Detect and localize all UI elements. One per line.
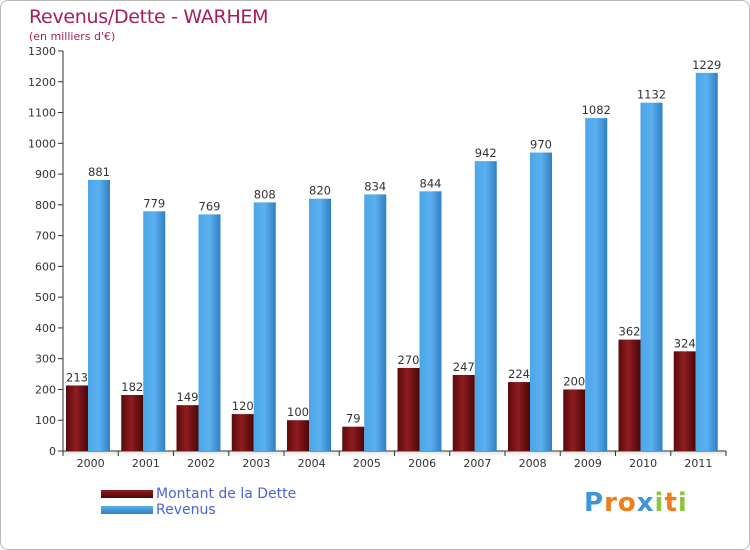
x-tick-label: 2009 <box>574 457 602 470</box>
chart-data-labels: 213 881 182 779 149 769 120 808 100 820 79 834 270 84… <box>66 58 721 426</box>
y-tick-label: 1200 <box>28 76 56 89</box>
x-tick-label: 2010 <box>629 457 657 470</box>
bar-revenus <box>143 211 166 451</box>
data-label-revenus: 779 <box>143 196 165 210</box>
data-label-dette: 324 <box>674 336 696 350</box>
bar-dette <box>287 420 309 451</box>
bar-revenus <box>309 198 331 451</box>
y-tick-label: 200 <box>35 383 56 396</box>
logo-letter: r <box>604 488 618 518</box>
bar-dette <box>231 414 254 451</box>
data-label-revenus: 834 <box>364 179 386 193</box>
x-tick-label: 2006 <box>408 457 436 470</box>
y-tick-label: 400 <box>35 322 56 335</box>
bar-dette <box>508 382 530 451</box>
bar-dette <box>563 389 586 451</box>
data-label-dette: 120 <box>232 399 254 413</box>
bar-dette <box>397 367 420 451</box>
bar-dette <box>176 405 199 451</box>
data-label-revenus: 970 <box>530 138 552 152</box>
logo-letter: t <box>664 488 678 518</box>
proxiti-logo: Proxiti <box>584 488 688 518</box>
y-tick-label: 300 <box>35 353 56 366</box>
data-label-revenus: 881 <box>88 165 110 179</box>
bar-revenus <box>88 179 110 451</box>
x-tick-label: 2003 <box>242 457 270 470</box>
data-label-revenus: 1229 <box>692 58 721 72</box>
chart-axes: 0 100 200 300 400 500 600 700 800 900 1000 1100 1200… <box>28 45 727 470</box>
bar-dette <box>342 426 365 451</box>
data-label-dette: 247 <box>453 360 475 374</box>
legend-label-dette: Montant de la Dette <box>156 486 297 502</box>
y-tick-label: 1300 <box>28 45 56 58</box>
bar-revenus <box>585 118 608 452</box>
bar-revenus <box>198 214 221 451</box>
bar-dette <box>618 339 641 451</box>
logo-letter: i <box>654 488 665 518</box>
data-label-revenus: 1132 <box>637 88 666 102</box>
data-label-revenus: 1082 <box>582 103 611 117</box>
bar-revenus <box>253 202 276 451</box>
data-label-dette: 213 <box>66 370 88 384</box>
bar-revenus <box>364 194 387 451</box>
logo-letter: o <box>617 488 637 518</box>
chart-title: Revenus/Dette - WARHEM <box>29 6 269 28</box>
x-tick-label: 2005 <box>353 457 381 470</box>
data-label-dette: 100 <box>287 405 309 419</box>
data-label-revenus: 942 <box>475 146 497 160</box>
data-label-revenus: 808 <box>254 187 276 201</box>
bar-revenus <box>695 72 718 451</box>
bar-dette <box>66 385 88 451</box>
data-label-revenus: 844 <box>420 176 442 190</box>
bar-dette <box>673 351 696 451</box>
x-tick-label: 2001 <box>132 457 160 470</box>
chart-bars <box>66 72 718 452</box>
data-label-revenus: 769 <box>199 199 221 213</box>
data-label-dette: 224 <box>508 367 530 381</box>
y-tick-label: 600 <box>35 260 56 273</box>
logo-letter: x <box>636 488 655 518</box>
bar-revenus <box>419 191 442 452</box>
bar-revenus <box>474 161 497 451</box>
logo-letter: i <box>677 488 688 518</box>
legend-swatch-dette <box>101 490 153 498</box>
data-label-dette: 182 <box>121 380 143 394</box>
x-tick-label: 2000 <box>77 457 105 470</box>
data-label-dette: 270 <box>398 353 420 367</box>
x-tick-label: 2002 <box>187 457 215 470</box>
x-tick-label: 2007 <box>463 457 491 470</box>
chart-subtitle: (en milliers d'€) <box>29 30 116 43</box>
bar-revenus <box>640 102 663 451</box>
bar-revenus <box>530 152 552 452</box>
bar-dette <box>452 375 475 451</box>
x-tick-label: 2008 <box>519 457 547 470</box>
y-tick-label: 900 <box>35 168 56 181</box>
logo-letter: P <box>584 488 605 518</box>
y-tick-label: 700 <box>35 230 56 243</box>
legend-label-revenus: Revenus <box>156 502 216 518</box>
y-tick-label: 500 <box>35 291 56 304</box>
y-tick-label: 800 <box>35 199 56 212</box>
y-tick-label: 1000 <box>28 137 56 150</box>
data-label-dette: 200 <box>563 374 585 388</box>
x-tick-label: 2011 <box>684 457 712 470</box>
data-label-revenus: 820 <box>309 184 331 198</box>
data-label-dette: 79 <box>346 412 361 426</box>
bar-dette <box>121 395 144 451</box>
data-label-dette: 149 <box>177 390 199 404</box>
y-tick-label: 0 <box>49 445 56 458</box>
data-label-dette: 362 <box>619 325 641 339</box>
x-tick-label: 2004 <box>298 457 326 470</box>
legend-swatch-revenus <box>101 506 153 514</box>
y-tick-label: 1100 <box>28 107 56 120</box>
y-tick-label: 100 <box>35 414 56 427</box>
